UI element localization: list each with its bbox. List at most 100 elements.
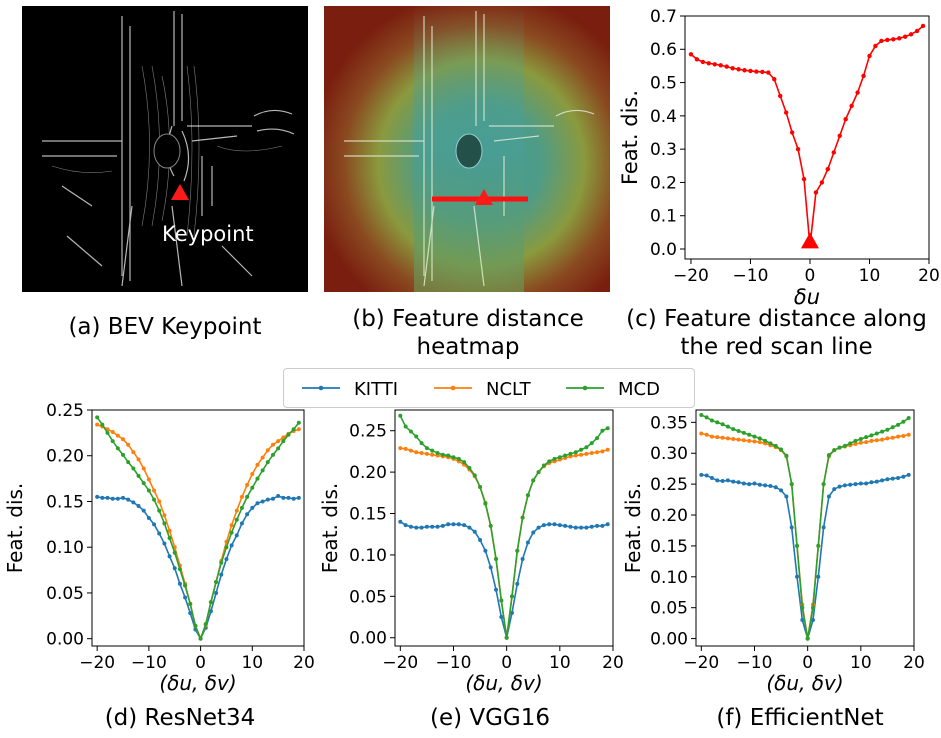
data-point-mcd bbox=[842, 443, 847, 448]
data-point-kitti bbox=[800, 618, 805, 623]
data-point-mcd bbox=[605, 426, 610, 431]
data-point-mcd bbox=[462, 460, 467, 465]
data-point-mcd bbox=[600, 428, 605, 433]
data-point-kitti bbox=[239, 521, 244, 526]
data-point-kitti bbox=[768, 483, 773, 488]
data-point-kitti bbox=[525, 540, 530, 545]
data-point-mcd bbox=[110, 439, 115, 444]
plot-frame bbox=[394, 409, 614, 647]
x-tick-label: −10 bbox=[737, 653, 773, 673]
data-point-mcd bbox=[890, 425, 895, 430]
data-point-mcd bbox=[779, 447, 784, 452]
data-point-mcd bbox=[162, 521, 167, 526]
data-point-nclt bbox=[229, 523, 234, 528]
data-point-nclt bbox=[600, 449, 605, 454]
data-point-kitti bbox=[115, 496, 120, 501]
data-point-mcd bbox=[265, 460, 270, 465]
data-point-kitti bbox=[183, 595, 188, 600]
y-tick-label: 0.15 bbox=[349, 504, 387, 524]
x-tick-label: −20 bbox=[79, 653, 115, 673]
data-point-mcd bbox=[906, 416, 911, 421]
data-point-mcd bbox=[736, 429, 741, 434]
data-point-scan bbox=[688, 52, 694, 57]
data-point-kitti bbox=[121, 495, 126, 500]
data-point-nclt bbox=[853, 441, 858, 446]
data-point-mcd bbox=[141, 481, 146, 486]
data-point-scan bbox=[885, 37, 890, 43]
x-tick-label: 10 bbox=[850, 653, 872, 673]
data-point-mcd bbox=[725, 424, 730, 429]
legend-label-mcd: MCD bbox=[618, 379, 660, 400]
y-tick-label: 0.15 bbox=[650, 537, 688, 557]
data-point-kitti bbox=[494, 587, 499, 592]
data-point-kitti bbox=[509, 610, 514, 615]
data-point-mcd bbox=[214, 579, 219, 584]
data-point-kitti bbox=[901, 474, 906, 479]
data-point-mcd bbox=[531, 478, 536, 483]
data-point-kitti bbox=[541, 523, 546, 528]
data-point-scan bbox=[837, 133, 842, 139]
data-point-mcd bbox=[146, 488, 151, 493]
caption-d: (d) ResNet34 bbox=[104, 705, 256, 731]
data-point-mcd bbox=[95, 415, 100, 420]
data-point-mcd bbox=[795, 543, 800, 548]
legend: KITTI NCLT MCD bbox=[283, 368, 695, 408]
data-point-kitti bbox=[715, 478, 720, 483]
data-point-kitti bbox=[699, 472, 704, 477]
data-point-scan bbox=[861, 73, 866, 79]
data-point-mcd bbox=[741, 430, 746, 435]
data-point-kitti bbox=[472, 529, 477, 534]
legend-label-nclt: NCLT bbox=[486, 379, 532, 400]
keypoint-marker bbox=[171, 184, 189, 200]
x-axis-label: (δu, δv) bbox=[465, 671, 542, 695]
data-point-kitti bbox=[763, 483, 768, 488]
data-point-nclt bbox=[906, 432, 911, 437]
data-point-scan bbox=[920, 23, 926, 29]
data-point-nclt bbox=[414, 450, 419, 455]
y-tick-label: 0.3 bbox=[650, 140, 677, 160]
data-point-mcd bbox=[478, 485, 483, 490]
data-point-nclt bbox=[403, 446, 408, 451]
data-point-mcd bbox=[752, 434, 757, 439]
data-point-mcd bbox=[509, 594, 514, 599]
data-point-kitti bbox=[573, 525, 578, 530]
data-point-kitti bbox=[157, 531, 162, 536]
data-point-kitti bbox=[167, 554, 172, 559]
data-point-mcd bbox=[440, 452, 445, 457]
heatmap-keypoint-marker bbox=[475, 189, 493, 205]
y-tick-label: 0.5 bbox=[650, 74, 677, 94]
data-point-mcd bbox=[255, 476, 260, 481]
data-point-nclt bbox=[141, 466, 146, 471]
data-point-nclt bbox=[736, 437, 741, 442]
data-point-kitti bbox=[709, 475, 714, 480]
data-point-scan bbox=[772, 77, 777, 82]
data-point-scan bbox=[908, 32, 914, 37]
data-point-kitti bbox=[589, 524, 594, 529]
data-point-nclt bbox=[296, 427, 301, 432]
data-point-mcd bbox=[188, 601, 193, 606]
data-point-mcd bbox=[525, 493, 530, 498]
data-point-kitti bbox=[296, 495, 301, 500]
data-point-mcd bbox=[198, 636, 203, 641]
data-point-mcd bbox=[584, 445, 589, 450]
data-point-mcd bbox=[573, 450, 578, 455]
data-point-scan bbox=[700, 59, 706, 65]
data-point-mcd bbox=[880, 429, 885, 434]
data-point-kitti bbox=[291, 496, 296, 501]
data-point-kitti bbox=[826, 494, 831, 499]
x-tick-label: 20 bbox=[293, 653, 315, 673]
data-point-kitti bbox=[219, 572, 224, 577]
y-tick-label: 0.7 bbox=[650, 7, 677, 27]
data-point-nclt bbox=[880, 437, 885, 442]
series-line-kitti bbox=[701, 474, 909, 642]
data-point-kitti bbox=[864, 481, 869, 486]
data-point-kitti bbox=[229, 543, 234, 548]
x-tick-label: 10 bbox=[549, 653, 571, 673]
data-point-kitti bbox=[906, 472, 911, 477]
data-point-scan bbox=[730, 66, 735, 71]
data-point-nclt bbox=[430, 452, 435, 457]
data-point-mcd bbox=[219, 560, 224, 565]
data-point-mcd bbox=[832, 448, 837, 453]
y-tick-label: 0.4 bbox=[650, 107, 677, 127]
data-point-mcd bbox=[115, 446, 120, 451]
